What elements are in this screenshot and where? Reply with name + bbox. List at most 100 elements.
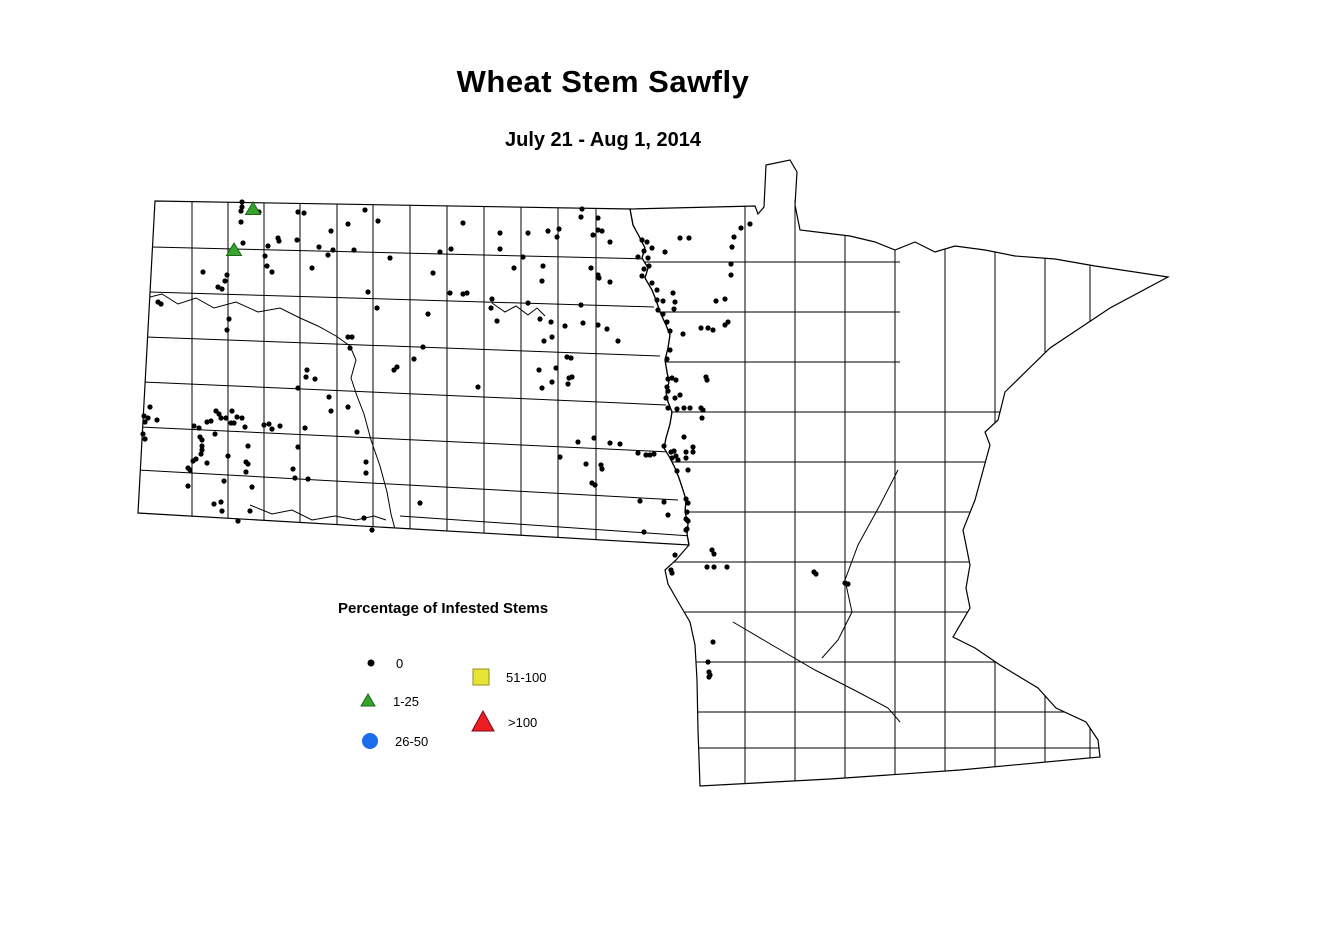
survey-site-dot: [374, 305, 380, 311]
legend-swatch-red-triangle: [471, 710, 495, 732]
survey-site-green-triangle: [244, 201, 262, 215]
survey-site-dot: [635, 450, 641, 456]
survey-site-dot: [460, 220, 466, 226]
survey-site-dot: [731, 234, 737, 240]
legend-swatch-shape: [362, 733, 378, 749]
survey-site-dot: [294, 237, 300, 243]
survey-site-dot: [345, 334, 351, 340]
survey-site-dot: [208, 418, 214, 424]
survey-site-dot: [141, 413, 147, 419]
survey-site-dot: [665, 388, 671, 394]
survey-site-dot: [681, 405, 687, 411]
survey-site-dot: [525, 300, 531, 306]
survey-site-dot: [590, 232, 596, 238]
survey-site-dot: [326, 394, 332, 400]
survey-site-dot: [222, 278, 228, 284]
survey-site-dot: [556, 226, 562, 232]
survey-site-dot: [710, 639, 716, 645]
survey-site-dot: [536, 367, 542, 373]
survey-site-dot: [647, 452, 653, 458]
survey-site-dot: [710, 327, 716, 333]
legend-item-26-50: 26-50: [357, 729, 428, 753]
survey-site-dot: [387, 255, 393, 261]
survey-site-dot: [330, 247, 336, 253]
survey-site-dot: [704, 377, 710, 383]
survey-site-dot: [204, 460, 210, 466]
survey-site-dot: [417, 500, 423, 506]
survey-site-dot: [199, 447, 205, 453]
survey-site-dot: [607, 239, 613, 245]
survey-site-dot: [575, 439, 581, 445]
survey-site-dot: [354, 429, 360, 435]
survey-site-dot: [596, 275, 602, 281]
survey-site-dot: [683, 527, 689, 533]
survey-site-dot: [363, 470, 369, 476]
survey-site-dot: [447, 290, 453, 296]
survey-site-dot: [239, 199, 245, 205]
legend-label: >100: [508, 714, 538, 730]
survey-site-dot: [185, 483, 191, 489]
survey-site-dot: [511, 265, 517, 271]
survey-site-dot: [663, 395, 669, 401]
legend-swatch-shape: [471, 710, 495, 732]
survey-site-dot: [711, 551, 717, 557]
survey-site-dot: [295, 444, 301, 450]
legend-label: 0: [396, 655, 404, 671]
devils-lake: [491, 302, 546, 317]
survey-site-dot: [615, 338, 621, 344]
survey-site-dot: [684, 517, 690, 523]
survey-site-dot: [226, 316, 232, 322]
survey-site-dot: [724, 564, 730, 570]
survey-site-dot: [223, 415, 229, 421]
survey-site-dot: [221, 478, 227, 484]
survey-site-dot: [295, 385, 301, 391]
survey-site-dot: [142, 419, 148, 425]
survey-site-dot: [554, 234, 560, 240]
survey-site-dot: [247, 508, 253, 514]
survey-site-dot: [672, 299, 678, 305]
survey-site-dot: [578, 302, 584, 308]
survey-site-dot: [238, 208, 244, 214]
survey-site-dot: [713, 298, 719, 304]
survey-site-dot: [437, 249, 443, 255]
survey-site-dot: [670, 290, 676, 296]
survey-site-dot: [667, 347, 673, 353]
survey-site-dot: [728, 272, 734, 278]
survey-site-dot: [219, 286, 225, 292]
survey-site-dot: [391, 367, 397, 373]
survey-site-dot: [199, 443, 205, 449]
survey-site-dot: [681, 434, 687, 440]
survey-site-dot: [645, 255, 651, 261]
survey-site-dot: [276, 238, 282, 244]
survey-site-dot: [224, 327, 230, 333]
survey-site-dot: [540, 263, 546, 269]
survey-site-dot: [690, 444, 696, 450]
survey-site-dot: [239, 415, 245, 421]
survey-site-dot: [345, 221, 351, 227]
survey-site-dot: [309, 265, 315, 271]
survey-site-dot: [674, 468, 680, 474]
survey-site-dot: [303, 374, 309, 380]
survey-site-dot: [557, 454, 563, 460]
survey-site-dot: [646, 263, 652, 269]
cannonball-river: [249, 504, 387, 521]
survey-site-dot: [218, 499, 224, 505]
survey-site-dot: [669, 375, 675, 381]
survey-site-dot: [539, 385, 545, 391]
survey-site-dot: [211, 501, 217, 507]
survey-site-dot: [729, 244, 735, 250]
survey-site-dot: [683, 455, 689, 461]
survey-site-dot: [747, 221, 753, 227]
survey-site-dot: [654, 287, 660, 293]
survey-site-dot: [292, 475, 298, 481]
survey-site-dot: [277, 423, 283, 429]
survey-site-dot: [644, 239, 650, 245]
survey-markers: [140, 199, 851, 680]
map-subtitle: July 21 - Aug 1, 2014: [504, 129, 701, 151]
survey-site-dot: [655, 307, 661, 313]
survey-site-dot: [725, 319, 731, 325]
survey-site-dot: [845, 581, 851, 587]
survey-site-dot: [537, 316, 543, 322]
survey-site-dot: [219, 508, 225, 514]
